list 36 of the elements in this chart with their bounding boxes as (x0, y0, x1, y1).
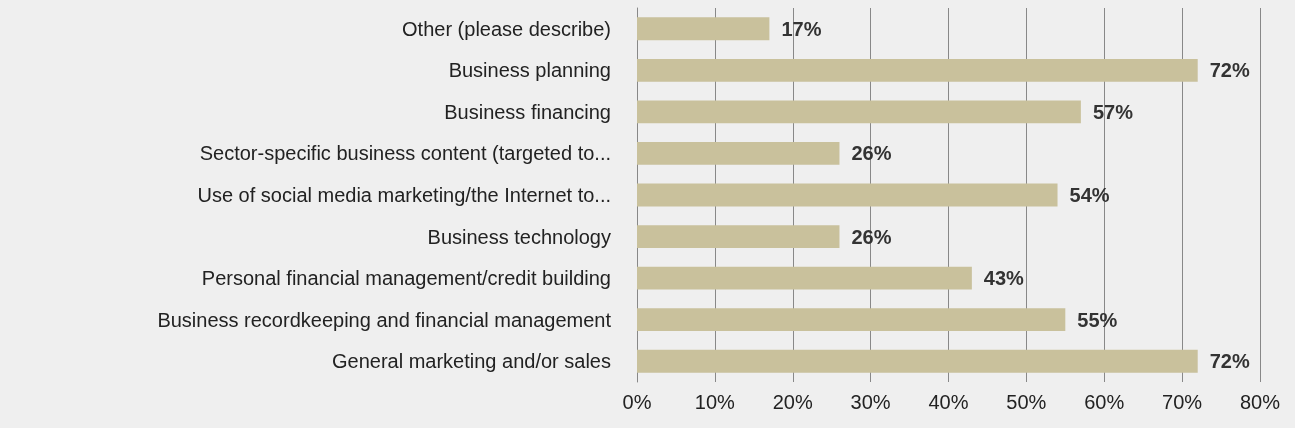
y-tick-label: Use of social media marketing/the Internet to... (197, 184, 611, 206)
data-label: 72% (1209, 350, 1250, 373)
x-tick-label: 10% (694, 391, 736, 413)
bar (637, 100, 1081, 124)
data-label: 54% (1069, 184, 1110, 206)
x-tick-label: 80% (1239, 391, 1281, 413)
y-tick-label: Business recordkeeping and financial management (157, 308, 612, 331)
bar (637, 225, 840, 248)
bar (637, 183, 1058, 207)
bar (637, 142, 840, 165)
x-tick-label: 20% (772, 391, 813, 413)
data-label: 72% (1209, 59, 1250, 82)
x-tick-label: 40% (928, 391, 969, 413)
y-tick-label: Personal financial management/credit building (201, 267, 611, 290)
data-label: 17% (781, 17, 822, 40)
x-tick-label: 70% (1162, 391, 1203, 413)
x-tick-label: 0% (622, 391, 652, 413)
y-tick-label: Sector-specific business content (targeted to... (199, 142, 611, 165)
bar (637, 308, 1066, 332)
y-tick-label: Business financing (444, 100, 611, 123)
x-tick-label: 50% (1006, 391, 1047, 413)
data-label: 57% (1092, 100, 1134, 123)
bar (637, 17, 770, 41)
y-tick-label: Business planning (448, 59, 611, 82)
y-tick-label: Other (please describe) (402, 17, 611, 40)
x-tick-label: 30% (850, 391, 891, 413)
y-tick-label: Business technology (427, 225, 611, 248)
bar (637, 266, 972, 290)
bar (637, 58, 1198, 82)
data-label: 26% (851, 142, 892, 165)
data-label: 26% (851, 225, 892, 248)
x-tick-label: 60% (1084, 391, 1125, 413)
bar (637, 349, 1198, 373)
data-label: 55% (1077, 308, 1118, 331)
data-label: 43% (983, 267, 1025, 290)
y-tick-label: General marketing and/or sales (331, 350, 611, 373)
